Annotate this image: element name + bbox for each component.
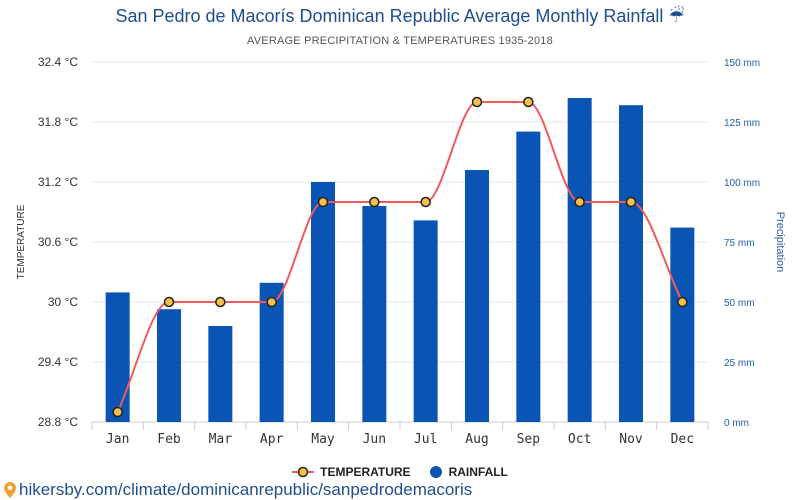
source-url: hikersby.com/climate/dominicanrepublic/s… [19,480,473,499]
temperature-point [369,196,380,208]
legend-temperature-label: TEMPERATURE [320,465,411,479]
temperature-legend-marker-icon [292,466,315,478]
temperature-point [215,296,226,308]
y-axis-label-left: TEMPERATURE [16,204,27,279]
rainfall-bar [516,131,541,422]
temperature-point [625,196,637,208]
y-tick-label-right: 0 mm [724,418,749,429]
chart-subtitle: AVERAGE PRECIPITATION & TEMPERATURES 193… [247,35,553,47]
temperature-point [471,96,483,108]
rainfall-bar [105,292,130,422]
rainfall-bar [567,98,592,422]
y-tick-label-left: 29.4 °C [38,355,78,369]
x-tick-label: Dec [671,432,694,447]
y-tick-label-left: 31.2 °C [38,175,78,189]
x-tick-label: Apr [260,432,284,447]
y-tick-label-left: 28.8 °C [38,415,78,429]
legend-rainfall[interactable]: RAINFALL [429,465,508,479]
y-tick-label-right: 150 mm [724,58,760,69]
x-tick-label: Jul [414,432,437,447]
x-tick-label: Nov [619,432,643,447]
temperature-point [266,296,277,308]
y-tick-label-right: 125 mm [724,118,760,129]
x-tick-label: Aug [465,432,488,447]
temperature-point [163,296,175,308]
temperature-point [317,196,329,208]
rainfall-bar [362,206,387,422]
y-axis-label-right: Precipitation [774,212,786,273]
rainfall-bar [413,220,438,422]
rainfall-bar [670,227,695,422]
x-tick-label: Jan [106,432,129,447]
x-tick-label: Mar [209,432,233,447]
x-tick-label: Feb [157,432,181,447]
x-tick-label: Sep [517,432,541,447]
temperature-point [112,406,123,418]
rainfall-bar [208,326,233,422]
x-tick-label: Oct [568,432,591,447]
rainfall-temperature-chart: 28.8 °C 29.4 °C 30 °C 30.6 °C 31.2 °C 31.8 °C… [16,55,786,447]
x-tick-label: May [311,432,335,447]
legend: TEMPERATURE RAINFALL [0,463,800,481]
rainfall-bar [157,309,181,422]
rainfall-bar [311,182,335,422]
source-link[interactable]: hikersby.com/climate/dominicanrepublic/s… [4,480,472,500]
y-tick-label-left: 30.6 °C [38,235,78,249]
rainfall-bar [619,105,643,422]
temperature-point [420,196,431,208]
legend-temperature[interactable]: TEMPERATURE [292,465,411,479]
y-tick-label-right: 25 mm [724,358,755,369]
y-tick-label-left: 30 °C [48,295,78,309]
rainfall-bar [465,170,489,422]
map-pin-icon [4,482,16,498]
y-tick-label-right: 100 mm [724,178,760,189]
temperature-point [523,96,534,108]
temperature-point [574,196,585,208]
y-tick-label-left: 31.8 °C [38,115,78,129]
y-tick-label-right: 75 mm [724,238,755,249]
chart-title: San Pedro de Macorís Dominican Republic … [115,6,685,26]
y-tick-label-right: 50 mm [724,298,755,309]
y-tick-label-left: 32.4 °C [38,55,78,69]
temperature-line [116,101,684,413]
temperature-point [677,296,688,308]
rainfall-legend-marker-icon [429,466,442,478]
legend-rainfall-label: RAINFALL [448,465,508,479]
x-tick-label: Jun [363,432,386,447]
